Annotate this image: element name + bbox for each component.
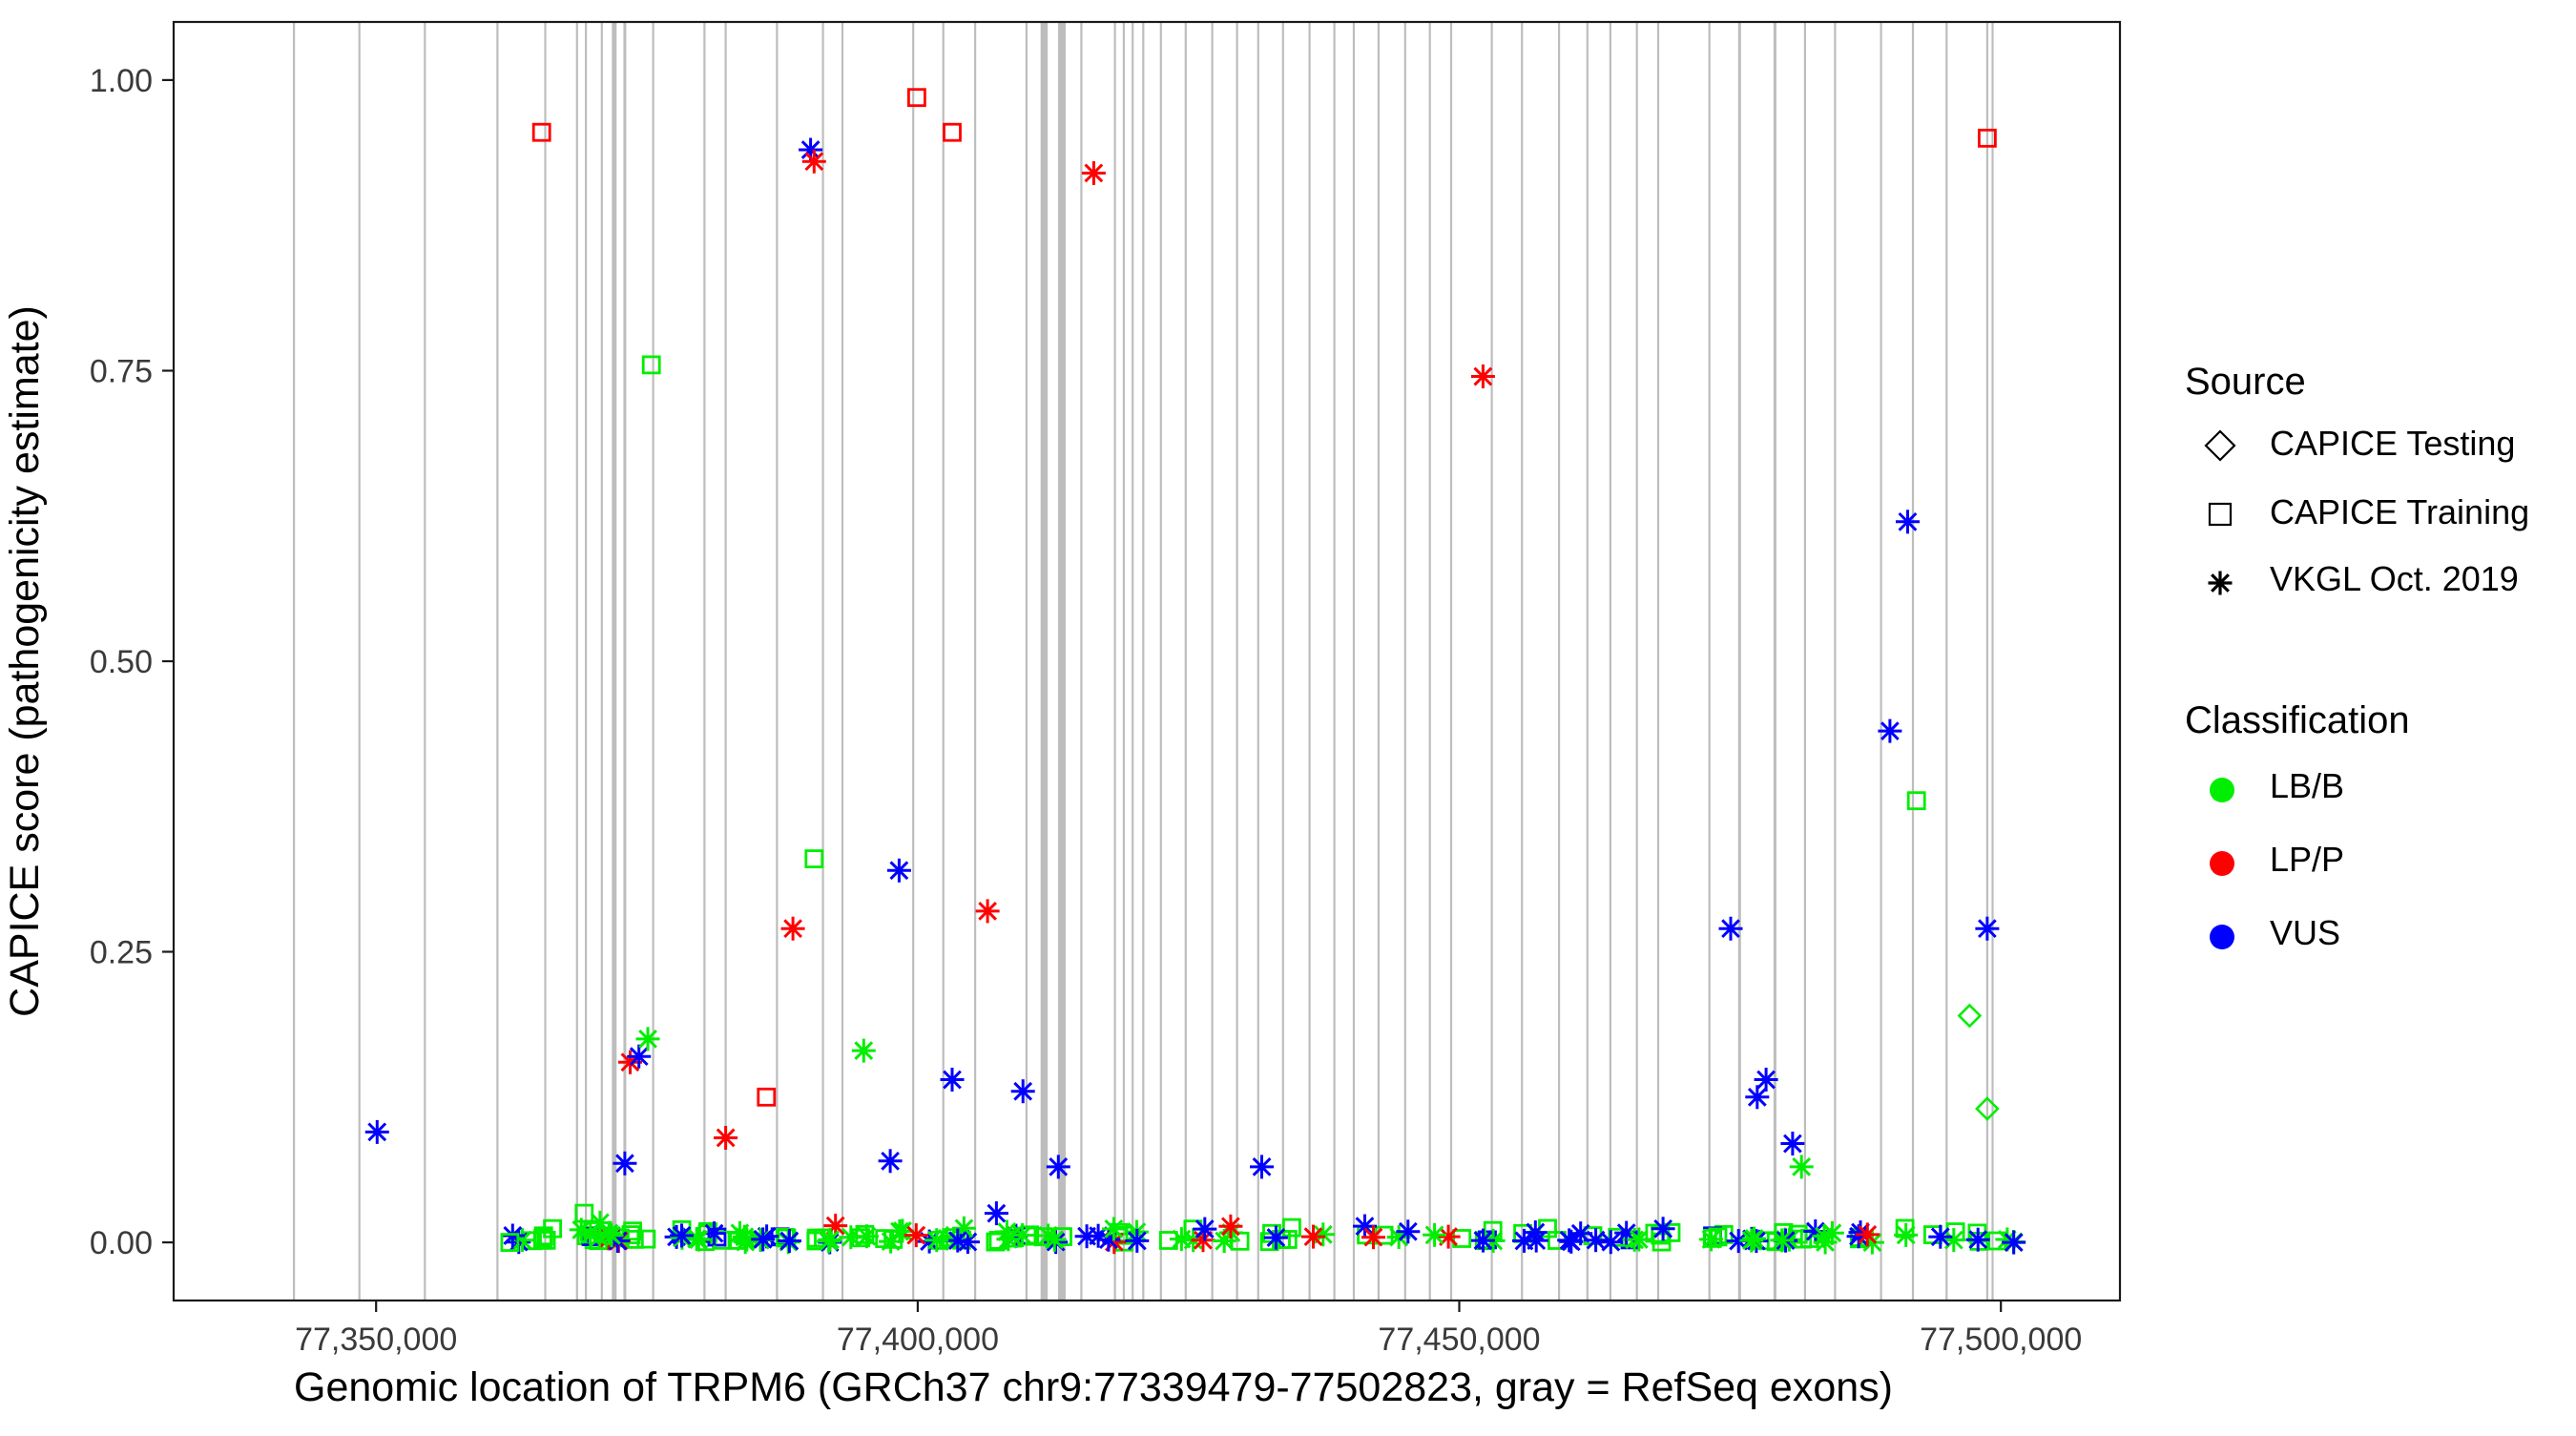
svg-text:77,500,000: 77,500,000	[1920, 1322, 2082, 1358]
svg-text:VKGL Oct. 2019: VKGL Oct. 2019	[2270, 559, 2519, 598]
svg-text:CAPICE Training: CAPICE Training	[2270, 492, 2529, 531]
svg-text:0.00: 0.00	[90, 1225, 153, 1261]
svg-text:77,350,000: 77,350,000	[295, 1322, 457, 1358]
svg-text:LP/P: LP/P	[2270, 840, 2344, 879]
svg-text:Source: Source	[2185, 361, 2306, 403]
svg-text:77,400,000: 77,400,000	[837, 1322, 999, 1358]
svg-text:0.75: 0.75	[90, 354, 153, 390]
svg-text:CAPICE Testing: CAPICE Testing	[2270, 424, 2515, 463]
svg-text:LB/B: LB/B	[2270, 766, 2344, 805]
svg-text:77,450,000: 77,450,000	[1378, 1322, 1540, 1358]
svg-text:0.25: 0.25	[90, 935, 153, 971]
svg-text:Genomic location of TRPM6 (GRC: Genomic location of TRPM6 (GRCh37 chr9:7…	[294, 1364, 1893, 1410]
svg-text:0.50: 0.50	[90, 644, 153, 680]
svg-text:VUS: VUS	[2270, 913, 2340, 952]
svg-text:CAPICE score (pathogenicity es: CAPICE score (pathogenicity estimate)	[2, 305, 48, 1017]
svg-text:1.00: 1.00	[90, 63, 153, 99]
svg-text:Classification: Classification	[2185, 699, 2410, 741]
